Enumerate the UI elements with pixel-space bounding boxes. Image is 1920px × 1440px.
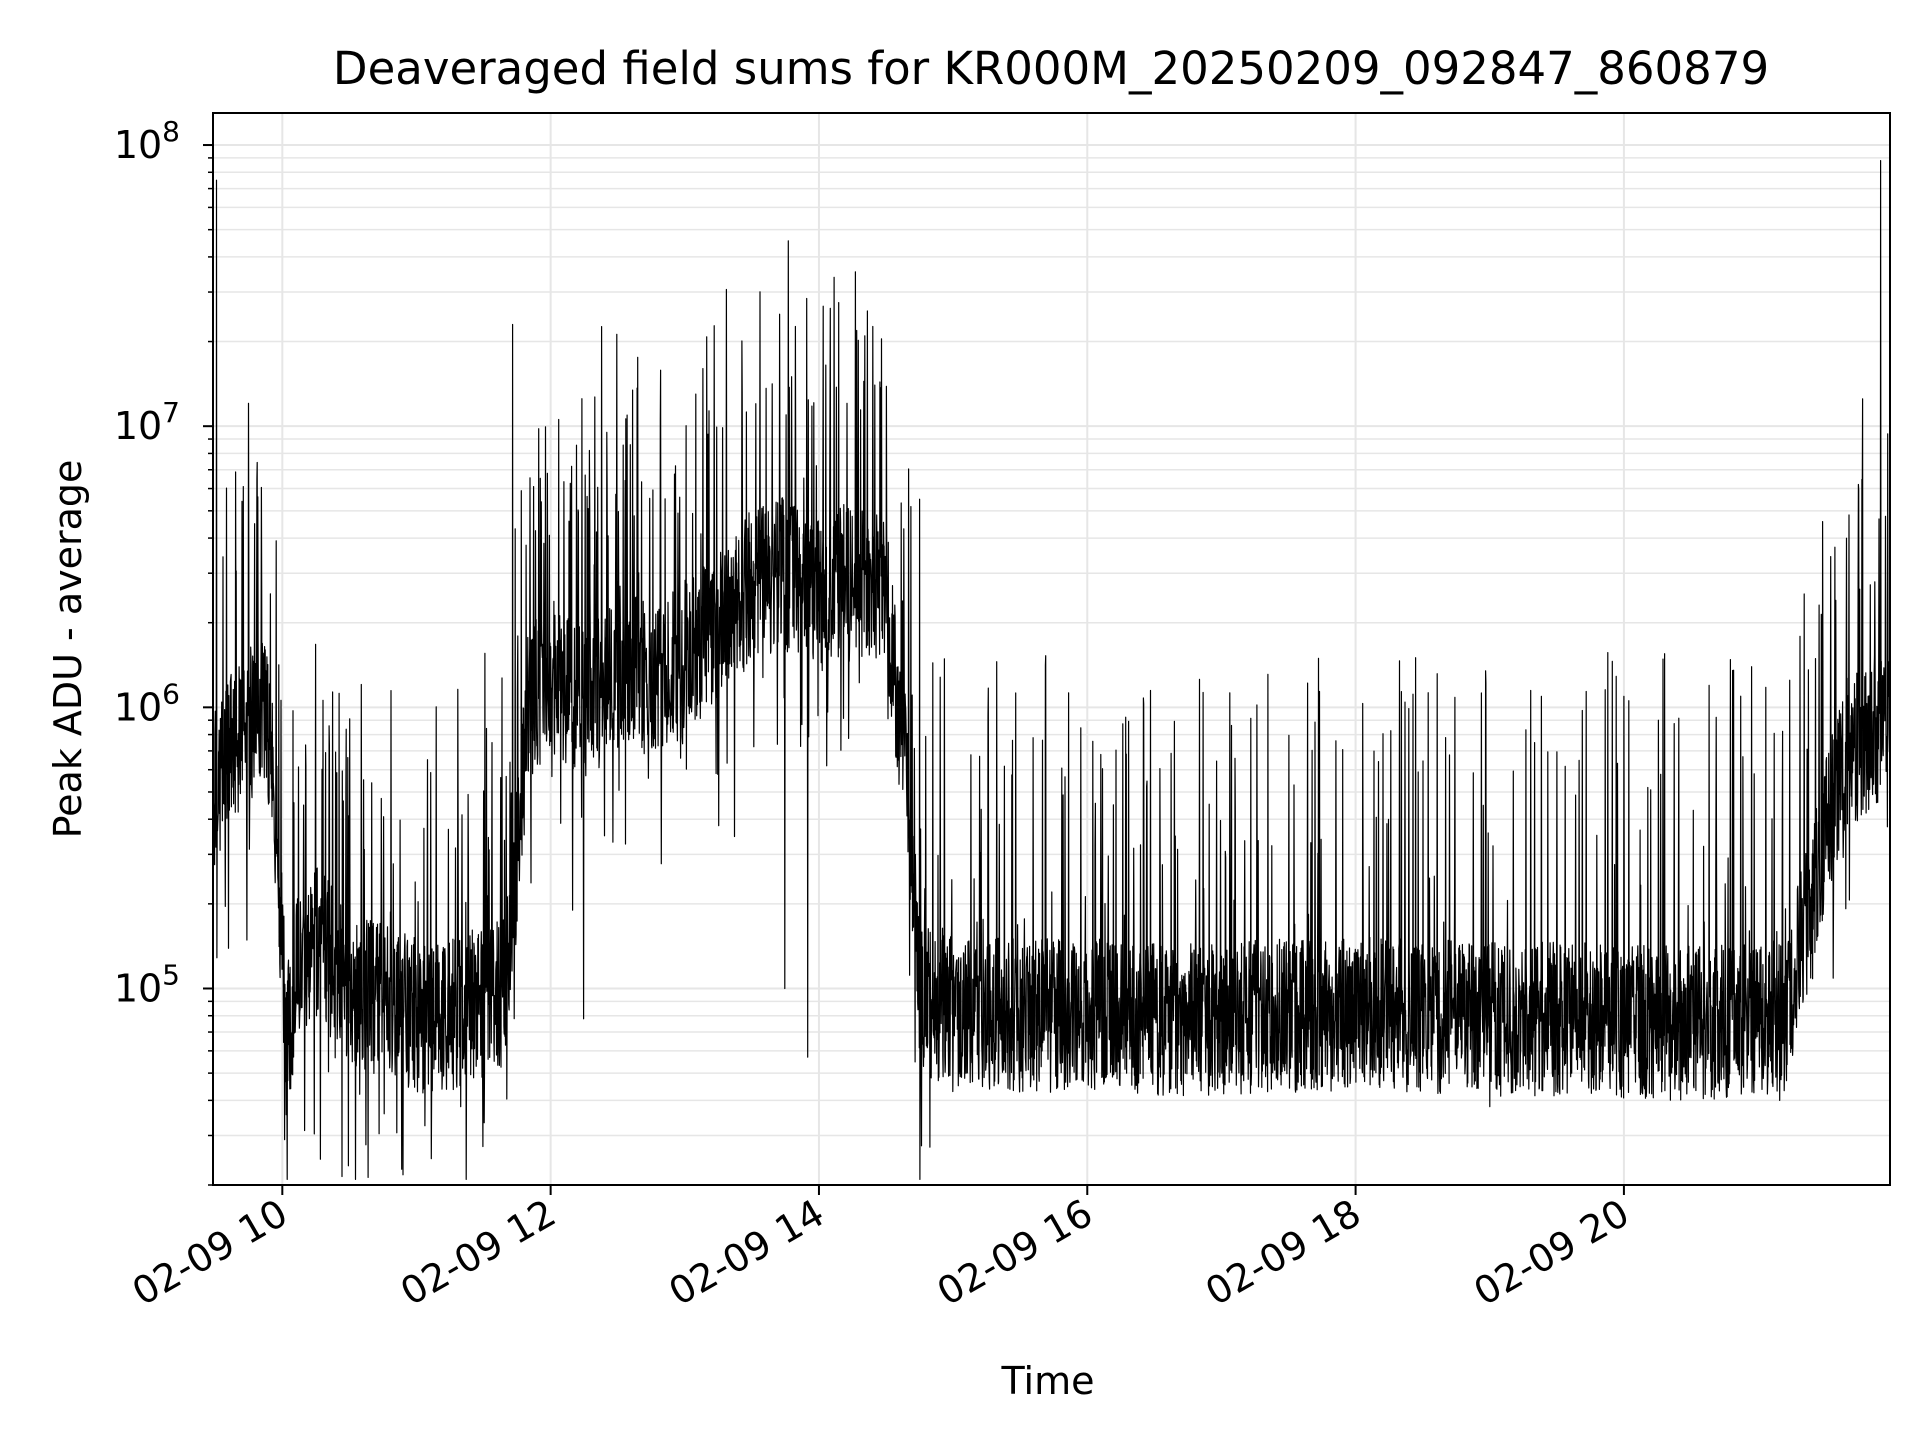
y-tick-base: 10: [114, 966, 162, 1010]
x-axis-label: Time: [1001, 1359, 1095, 1403]
y-tick-exponent: 8: [162, 115, 180, 148]
y-tick-label: 108: [114, 115, 180, 167]
y-tick-base: 10: [114, 685, 162, 729]
series-line-group: [212, 160, 1891, 1180]
y-tick-base: 10: [114, 404, 162, 448]
y-tick-exponent: 6: [162, 677, 180, 710]
plot-frame: [212, 112, 1891, 1186]
series-line: [212, 160, 1891, 1180]
y-tick-label: 107: [114, 396, 180, 448]
y-tick-base: 10: [114, 123, 162, 167]
y-tick-label: 106: [114, 677, 180, 729]
y-tick-exponent: 5: [162, 958, 180, 991]
y-axis-label: Peak ADU - average: [46, 460, 90, 839]
y-tick-exponent: 7: [162, 396, 180, 429]
chart-title: Deaveraged field sums for KR000M_2025020…: [333, 42, 1769, 95]
y-tick-label: 105: [114, 958, 180, 1010]
